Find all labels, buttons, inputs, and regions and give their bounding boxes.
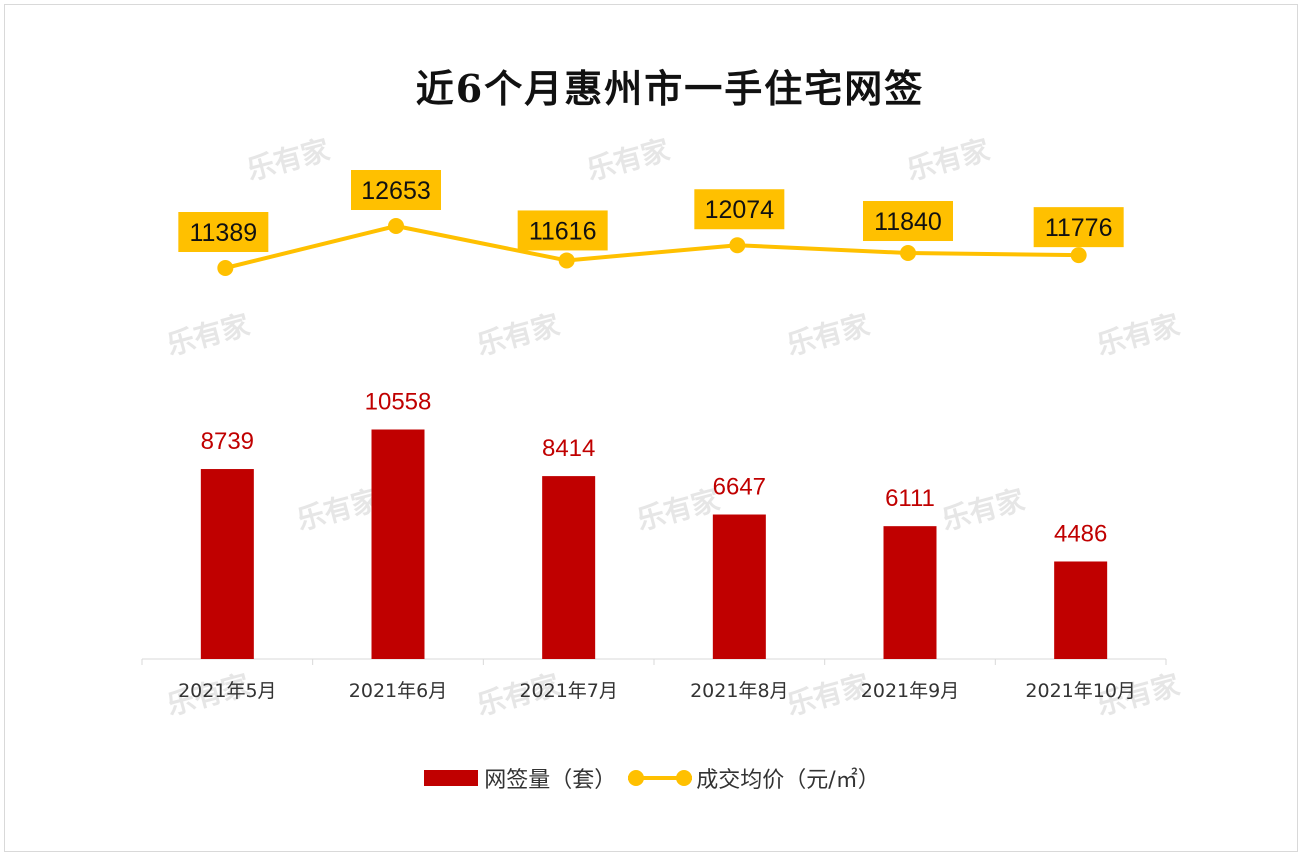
- bar-data-label: 8414: [542, 435, 595, 462]
- bar: [883, 526, 937, 659]
- bar: [200, 469, 254, 659]
- bar: [542, 476, 596, 659]
- legend-item-line: 成交均价（元/㎡）: [628, 762, 880, 794]
- line-label-box: [517, 210, 608, 251]
- line-label-box: [351, 170, 441, 210]
- line-data-label: 12653: [361, 177, 431, 205]
- line-point: [729, 237, 746, 254]
- line-data-label: 11389: [189, 219, 257, 247]
- watermark-text: 乐有家: [783, 668, 873, 722]
- chart-frame: [4, 4, 1298, 852]
- bar-data-label: 4486: [1054, 520, 1107, 547]
- x-tick-label: 2021年8月: [690, 680, 788, 702]
- x-tick-label: 2021年9月: [861, 680, 959, 702]
- legend-item-bar: 网签量（套）: [424, 762, 616, 794]
- watermark-text: 乐有家: [783, 308, 873, 362]
- legend-line-marker: [628, 770, 645, 786]
- watermark-text: 乐有家: [163, 308, 253, 362]
- chart-title: 近6个月惠州市一手住宅网签: [415, 66, 925, 111]
- line-data-label: 12074: [705, 196, 775, 224]
- legend-label-bar: 网签量（套）: [484, 768, 617, 793]
- legend-line-marker: [676, 770, 693, 786]
- bar-data-label: 6647: [713, 474, 766, 501]
- bar: [1054, 561, 1108, 659]
- legend-line-segment: [628, 776, 693, 780]
- bar-data-label: 10558: [365, 389, 432, 416]
- bar-data-label: 6111: [885, 485, 935, 512]
- line-data-label: 11616: [529, 217, 597, 245]
- line-data-label: 11776: [1045, 214, 1113, 242]
- legend-bar-swatch: [424, 770, 479, 786]
- line-point: [388, 218, 404, 234]
- watermark-text: 乐有家: [293, 483, 383, 537]
- line-data-label: 11840: [874, 208, 942, 236]
- watermark-text: 乐有家: [633, 483, 723, 537]
- line-label-box: [1033, 207, 1124, 248]
- chart-legend: 网签量（套） 成交均价（元/㎡）: [0, 762, 1304, 794]
- watermark-text: 乐有家: [1093, 308, 1183, 362]
- line-point: [217, 260, 234, 276]
- x-tick-label: 2021年5月: [178, 680, 276, 702]
- watermark-text: 乐有家: [473, 308, 563, 362]
- bar: [371, 429, 425, 659]
- line-series: [224, 224, 1079, 270]
- x-tick-label: 2021年10月: [1025, 680, 1136, 702]
- watermark-text: 乐有家: [903, 133, 993, 187]
- legend-line-swatch: [628, 770, 693, 786]
- line-label-box: [694, 189, 785, 230]
- watermark-text: 乐有家: [243, 133, 333, 187]
- bar-data-label: 8739: [201, 428, 254, 455]
- x-tick-label: 2021年6月: [349, 680, 447, 702]
- line-point: [1070, 247, 1087, 264]
- line-label-box: [178, 212, 269, 252]
- watermark-text: 乐有家: [938, 483, 1028, 537]
- line-point: [558, 252, 575, 269]
- line-label-box: [863, 201, 953, 242]
- line-point: [900, 245, 916, 262]
- x-tick-label: 2021年7月: [519, 680, 617, 702]
- legend-label-line: 成交均价（元/㎡）: [696, 768, 880, 793]
- bar: [712, 514, 766, 659]
- watermark-text: 乐有家: [583, 133, 673, 187]
